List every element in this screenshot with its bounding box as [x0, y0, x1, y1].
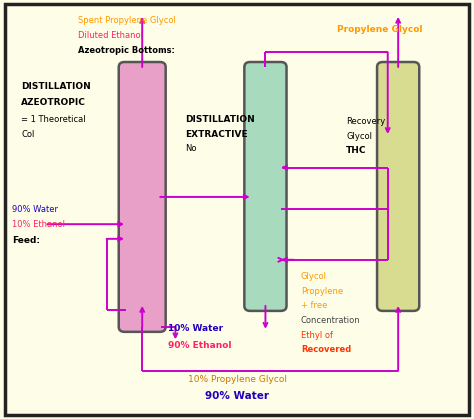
- Text: Feed:: Feed:: [12, 236, 40, 246]
- FancyBboxPatch shape: [5, 4, 469, 415]
- Text: EXTRACTIVE: EXTRACTIVE: [185, 129, 247, 139]
- Text: THC: THC: [346, 146, 366, 155]
- Text: 10% Propylene Glycol: 10% Propylene Glycol: [188, 375, 286, 384]
- Text: Glycol: Glycol: [301, 272, 327, 281]
- FancyBboxPatch shape: [377, 62, 419, 311]
- Text: Azeotropic Bottoms:: Azeotropic Bottoms:: [78, 46, 175, 55]
- Text: 90% Water: 90% Water: [12, 205, 58, 214]
- Text: AZEOTROPIC: AZEOTROPIC: [21, 98, 86, 107]
- Text: Recovery: Recovery: [346, 117, 385, 126]
- Text: Col: Col: [21, 129, 35, 139]
- Text: Recovered: Recovered: [301, 345, 351, 354]
- Text: No: No: [185, 144, 196, 153]
- Text: Propylene Glycol: Propylene Glycol: [337, 25, 422, 34]
- Text: + free: + free: [301, 301, 328, 310]
- FancyBboxPatch shape: [245, 62, 286, 311]
- Text: DISTILLATION: DISTILLATION: [21, 82, 91, 91]
- Text: Concentration: Concentration: [301, 316, 361, 325]
- Text: Ethyl of: Ethyl of: [301, 331, 333, 340]
- Text: 10% Ethanol: 10% Ethanol: [12, 220, 65, 229]
- Text: 90% Ethanol: 90% Ethanol: [168, 341, 232, 350]
- Text: Diluted Ethanol: Diluted Ethanol: [78, 31, 143, 40]
- Text: Spent Propylene Glycol: Spent Propylene Glycol: [78, 16, 176, 26]
- Text: 10% Water: 10% Water: [168, 324, 223, 334]
- Text: DISTILLATION: DISTILLATION: [185, 115, 255, 124]
- Text: Glycol: Glycol: [346, 132, 372, 141]
- Text: = 1 Theoretical: = 1 Theoretical: [21, 115, 86, 124]
- FancyBboxPatch shape: [118, 62, 166, 332]
- Text: Propylene: Propylene: [301, 287, 343, 296]
- Text: 90% Water: 90% Water: [205, 391, 269, 401]
